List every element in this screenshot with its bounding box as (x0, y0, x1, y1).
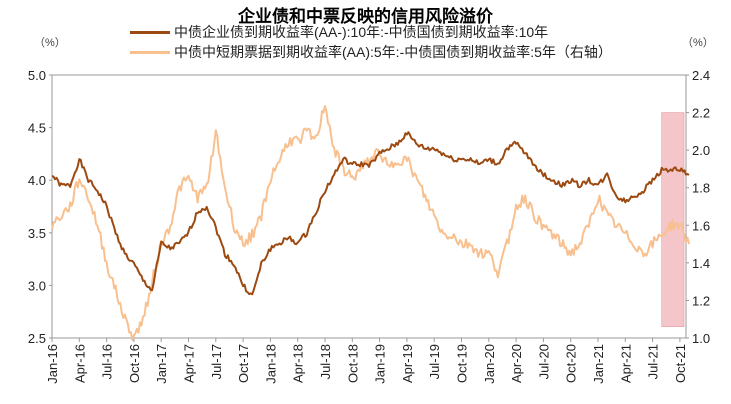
x-tick-label: Apr-18 (291, 344, 306, 383)
x-tick-label: Oct-17 (236, 344, 251, 383)
left-tick-label: 5.0 (28, 68, 46, 83)
x-tick-label: Jan-20 (482, 344, 497, 384)
right-tick-label: 2.2 (692, 106, 710, 121)
x-tick-label: Oct-20 (564, 344, 579, 383)
chart-title: 企业债和中票反映的信用风险溢价 (238, 7, 493, 26)
x-tick-label: Jan-21 (591, 344, 606, 384)
legend-item-corporate-bond: 中债企业债到期收益率(AA-):10年:-中债国债到期收益率:10年 (130, 22, 548, 42)
x-tick-label: Jan-18 (263, 344, 278, 384)
x-tick-label: Jan-16 (45, 344, 60, 384)
x-tick-label: Oct-19 (455, 344, 470, 383)
left-tick-label: 3.5 (28, 226, 46, 241)
legend-item-mtn: 中债中短期票据到期收益率(AA):5年:-中债国债到期收益率:5年（右轴） (130, 42, 612, 62)
right-tick-label: 2.0 (692, 143, 710, 158)
right-tick-label: 1.0 (692, 331, 710, 346)
right-tick-label: 2.4 (692, 68, 710, 83)
x-tick-label: Jan-19 (373, 344, 388, 384)
legend-label: 中债企业债到期收益率(AA-):10年:-中债国债到期收益率:10年 (174, 24, 549, 40)
right-tick-label: 1.2 (692, 293, 710, 308)
legend-swatch (130, 50, 170, 54)
right-tick-label: 1.6 (692, 218, 710, 233)
series-line-1 (51, 105, 690, 341)
left-tick-label: 4.5 (28, 121, 46, 136)
series-line-0 (51, 131, 690, 296)
left-tick-label: 2.5 (28, 331, 46, 346)
left-axis-unit: （%） (34, 37, 66, 49)
x-tick-label: Apr-20 (509, 344, 524, 383)
x-tick-label: Oct-21 (673, 344, 688, 383)
legend-label: 中债中短期票据到期收益率(AA):5年:-中债国债到期收益率:5年（右轴） (174, 44, 612, 60)
left-tick-label: 3.0 (28, 278, 46, 293)
x-tick-label: Jul-16 (100, 344, 115, 379)
x-tick-label: Oct-16 (127, 344, 142, 383)
x-tick-label: Apr-17 (182, 344, 197, 383)
x-tick-label: Jul-17 (209, 344, 224, 379)
x-tick-label: Jan-17 (154, 344, 169, 384)
x-tick-label: Apr-19 (400, 344, 415, 383)
x-tick-label: Jul-21 (646, 344, 661, 379)
x-tick-label: Jul-18 (318, 344, 333, 379)
x-tick-label: Jul-20 (536, 344, 551, 379)
plot-frame (51, 74, 687, 339)
x-tick-label: Apr-16 (72, 344, 87, 383)
legend-swatch (130, 30, 170, 34)
x-tick-label: Apr-21 (618, 344, 633, 383)
right-tick-label: 1.8 (692, 181, 710, 196)
left-tick-label: 4.0 (28, 173, 46, 188)
right-axis-unit: （%） (682, 37, 714, 49)
x-tick-label: Oct-18 (345, 344, 360, 383)
x-tick-label: Jul-19 (427, 344, 442, 379)
right-tick-label: 1.4 (692, 256, 710, 271)
